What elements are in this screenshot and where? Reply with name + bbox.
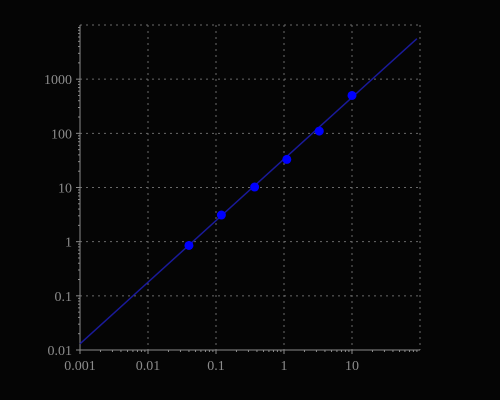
x-tick-label: 0.01 [136,359,161,374]
data-point [184,240,194,250]
grid-layer [80,24,421,350]
y-tick-label: 1 [65,236,72,251]
y-tick-label: 0.1 [55,290,73,305]
y-tick-label: 1000 [44,73,72,88]
fit-line [79,38,418,345]
data-point [250,182,260,192]
data-points-layer [184,90,357,250]
x-tick-label: 0.001 [64,359,96,374]
x-tick-label: 0.1 [207,359,225,374]
y-tick-label: 0.01 [48,344,73,359]
data-point [216,210,226,220]
x-tick-label: 1 [281,359,288,374]
x-tick-label: 10 [345,359,359,374]
y-tick-label: 10 [58,182,72,197]
data-point [282,154,292,164]
y-tick-label: 100 [51,127,72,142]
data-point [314,126,324,136]
axis-layer [76,25,420,354]
fit-line-layer [79,38,418,345]
data-point [347,90,357,100]
